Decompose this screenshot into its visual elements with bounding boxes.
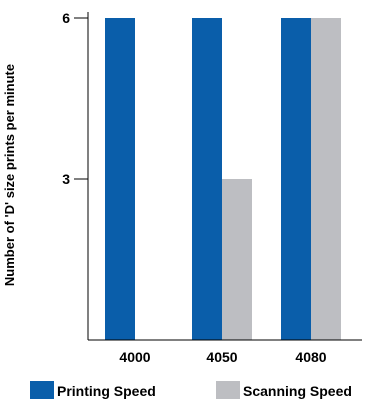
bar-printing-speed-4050: [192, 18, 222, 340]
bar-printing-speed-4080: [281, 18, 311, 340]
x-tick-label-4050: 4050: [206, 349, 237, 365]
legend-label-printing-speed: Printing Speed: [57, 383, 156, 399]
y-ticks-group: 36: [62, 10, 88, 187]
x-tick-label-4080: 4080: [295, 349, 326, 365]
y-tick-label-6: 6: [62, 10, 70, 26]
legend-swatch-scanning-speed: [216, 381, 240, 399]
bars-group: [105, 18, 341, 340]
legend-swatch-printing-speed: [30, 381, 54, 399]
bar-printing-speed-4000: [105, 18, 135, 340]
bar-scanning-speed-4080: [311, 18, 341, 340]
x-tick-label-4000: 4000: [119, 349, 150, 365]
x-ticks-group: 4000 4050 4080: [119, 349, 326, 365]
legend: Printing Speed Scanning Speed: [30, 381, 352, 399]
y-tick-label-3: 3: [62, 171, 70, 187]
bar-scanning-speed-4050: [222, 179, 252, 340]
y-axis-label: Number of 'D' size prints per minute: [2, 64, 17, 286]
legend-label-scanning-speed: Scanning Speed: [243, 383, 352, 399]
